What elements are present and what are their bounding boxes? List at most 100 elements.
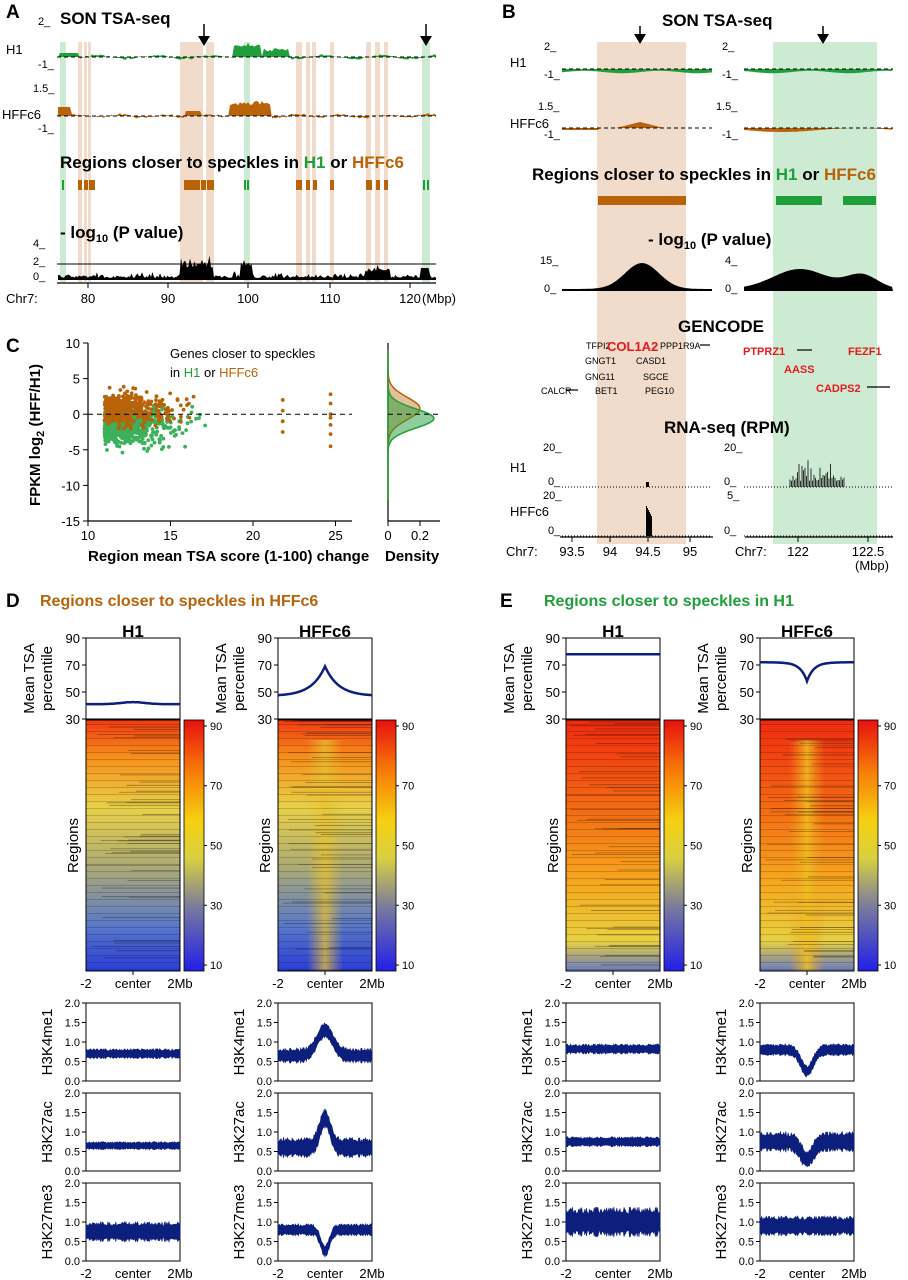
b-h1-ymin-left: -1_ — [544, 69, 561, 81]
b-rna-h1-label: H1 — [510, 460, 527, 475]
e-cbar-label: 70 — [884, 781, 896, 793]
e-mx-left: -2 — [754, 1266, 766, 1280]
c-point-h1 — [160, 418, 165, 423]
panel-b-label: B — [502, 2, 516, 23]
b-rna-hff-left-peak — [647, 508, 648, 536]
e-cbar-label: 50 — [884, 841, 896, 853]
b-region-bar-h1-1 — [776, 196, 822, 205]
b-rna-hff-ymin-right: 0_ — [724, 525, 737, 537]
a-region-hff — [330, 180, 334, 190]
c-point-hff — [119, 410, 124, 415]
c-point-hff — [118, 388, 123, 392]
c-point-h1 — [143, 433, 148, 438]
c-point-hff — [178, 403, 183, 408]
e-mark-tick-label: 2.0 — [739, 1088, 754, 1100]
c-point-hff — [158, 404, 162, 409]
c-point-hff — [155, 414, 160, 418]
c-point-hff — [184, 397, 189, 402]
e-mark-label-h3k27ac: H3K27ac — [713, 1101, 730, 1163]
c-point-hff — [159, 399, 164, 404]
c-point-hff — [116, 426, 121, 431]
panel-a-label: A — [6, 2, 20, 23]
a-band-orange — [78, 42, 82, 282]
a-band-orange — [196, 42, 203, 282]
c-ytick-label: 10 — [66, 336, 80, 351]
c-point-hff — [144, 390, 149, 394]
b-gene-calcr: CALCR — [541, 386, 572, 396]
b-gene-gngt1: GNGT1 — [585, 356, 616, 366]
b-p-right — [744, 269, 893, 291]
e-x-right: 2Mb — [647, 976, 672, 991]
b-hff-ymin-right: -1_ — [722, 129, 739, 141]
c-point-hff — [170, 408, 175, 412]
a-h1-label: H1 — [6, 42, 23, 57]
c-density-label: Density — [385, 548, 440, 565]
d-mark-label-h3k4me1: H3K4me1 — [231, 1009, 248, 1076]
b-hffc6-tsa-track — [562, 122, 893, 132]
c-point-hff — [117, 423, 122, 428]
a-band-orange — [375, 42, 380, 282]
e-cbar-label: 90 — [884, 721, 896, 733]
e-mark-tick-label: 0.0 — [545, 1256, 560, 1268]
c-point-hff — [143, 414, 148, 418]
b-hff-ymax-left: 1.5_ — [538, 101, 560, 113]
e-mean-tick-label: 90 — [546, 631, 560, 646]
b-chr-label-left: Chr7: — [506, 544, 538, 559]
b-h1-ymin-right: -1_ — [722, 69, 739, 81]
c-point-hff — [131, 386, 136, 391]
b-gene-col1a2: COL1A2 — [607, 339, 658, 354]
b-gene-tfpi2: TFPI2 — [586, 341, 611, 351]
b-rnaseq-title: RNA-seq (RPM) — [664, 418, 790, 437]
e-mean-line — [760, 661, 854, 685]
d-mean-ylabel: Mean TSApercentile — [213, 643, 248, 714]
e-mark-tick-label: 2.0 — [545, 1178, 560, 1190]
c-point-hff — [125, 394, 130, 398]
c-point-hff — [107, 385, 112, 390]
c-point-hff — [119, 418, 124, 423]
d-mark-tick-label: 0.5 — [257, 1147, 272, 1159]
b-rna-hff-left-peak — [650, 514, 651, 536]
d-mark-frame — [277, 1182, 373, 1262]
d-mean-frame — [85, 637, 181, 720]
d-mark-frame — [277, 1002, 373, 1082]
d-cbar-label: 50 — [210, 841, 222, 853]
a-band-orange — [366, 42, 371, 282]
a-xtick-label: 90 — [161, 291, 175, 306]
d-mark-label-h3k27ac: H3K27ac — [39, 1101, 56, 1163]
c-point-h1 — [146, 438, 151, 443]
c-point-hff — [134, 410, 139, 415]
c-point-h1 — [106, 426, 110, 430]
e-mark-label-h3k4me1: H3K4me1 — [519, 1009, 536, 1076]
e-mark-tick-label: 1.5 — [545, 1108, 560, 1120]
b-rna-hff-left-peak — [651, 516, 652, 536]
panel-d: D Regions closer to speckles in HFFc6 H1… — [6, 591, 414, 1280]
c-point-hff — [114, 400, 118, 405]
c-point-hff — [146, 417, 151, 421]
c-point-h1 — [136, 422, 141, 427]
a-h1-ymax: 2_ — [38, 16, 51, 28]
e-mark-tick-label: 2.0 — [545, 998, 560, 1010]
b-p-left — [562, 263, 712, 291]
c-point-h1 — [144, 426, 149, 431]
b-xtick-label: 94.5 — [635, 544, 660, 559]
c-point-hff — [147, 411, 152, 415]
c-point-hff — [136, 395, 140, 400]
a-h1-area — [58, 43, 436, 60]
d-mark-tick-label: 1.0 — [257, 1127, 272, 1139]
c-point-hff — [168, 418, 172, 423]
d-mx-right: 2Mb — [359, 1266, 384, 1280]
b-hff-right — [744, 128, 893, 132]
b-hff-ymax-right: 1.5_ — [716, 101, 738, 113]
b-gene-gng11: GNG11 — [585, 372, 615, 382]
d-cbar-label: 70 — [210, 781, 222, 793]
d-mark-tick-label: 0.5 — [257, 1057, 272, 1069]
c-point-h1 — [140, 430, 145, 435]
e-mark-tick-label: 0.0 — [545, 1076, 560, 1088]
d-mean-tick-label: 90 — [66, 631, 80, 646]
c-point-hff — [104, 404, 109, 408]
e-mark-tick-label: 2.0 — [739, 1178, 754, 1190]
a-band-orange — [296, 42, 302, 282]
b-rnaseq-track — [562, 460, 893, 537]
c-point-hff — [109, 409, 114, 413]
b-hff-label: HFFc6 — [510, 116, 549, 131]
